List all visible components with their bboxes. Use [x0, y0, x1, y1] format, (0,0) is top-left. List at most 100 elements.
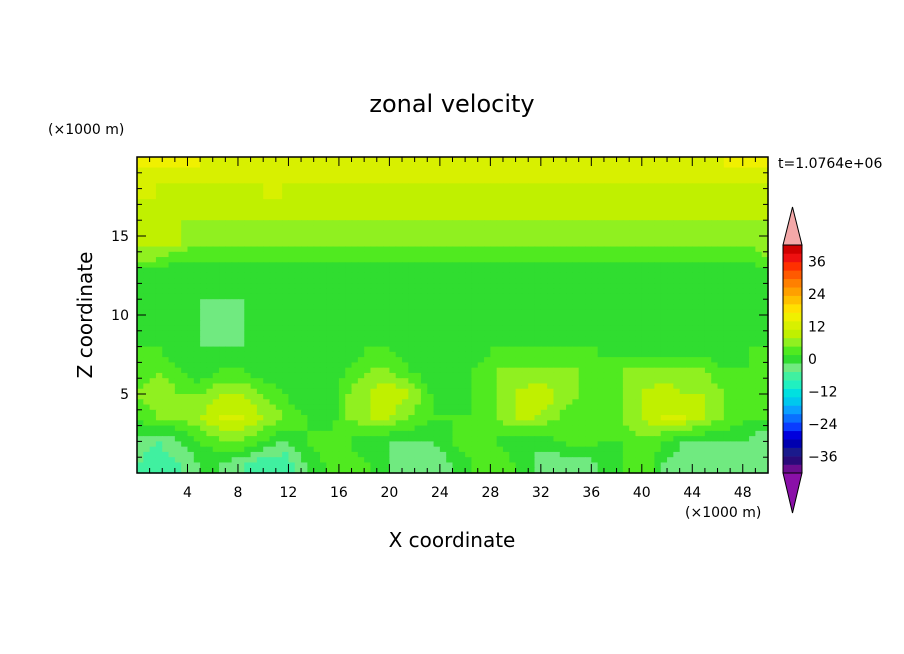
- heatmap-cell: [275, 394, 283, 400]
- heatmap-cell: [168, 372, 176, 379]
- heatmap-cell: [591, 172, 599, 179]
- heatmap-cell: [137, 214, 144, 221]
- heatmap-cell: [742, 272, 750, 279]
- heatmap-cell: [465, 267, 473, 274]
- heatmap-cell: [641, 372, 649, 379]
- heatmap-cell: [559, 230, 567, 237]
- heatmap-cell: [137, 346, 144, 353]
- heatmap-cell: [622, 346, 630, 353]
- heatmap-cell: [559, 341, 567, 348]
- heatmap-cell: [288, 278, 296, 284]
- heatmap-cell: [496, 325, 504, 332]
- heatmap-cell: [566, 351, 573, 358]
- heatmap-cell: [698, 193, 706, 200]
- heatmap-cell: [553, 383, 561, 390]
- heatmap-cell: [313, 309, 321, 316]
- heatmap-cell: [275, 183, 283, 190]
- heatmap-cell: [629, 388, 637, 395]
- heatmap-cell: [698, 357, 706, 363]
- heatmap-cell: [263, 157, 271, 163]
- heatmap-cell: [685, 188, 693, 195]
- heatmap-cell: [698, 162, 706, 169]
- heatmap-cell: [597, 230, 605, 237]
- heatmap-cell: [162, 188, 170, 195]
- heatmap-cell: [174, 157, 182, 163]
- heatmap-cell: [402, 346, 409, 353]
- heatmap-cell: [338, 383, 346, 390]
- heatmap-cell: [673, 336, 681, 342]
- heatmap-cell: [496, 404, 504, 411]
- heatmap-cell: [149, 288, 157, 295]
- heatmap-cell: [326, 225, 334, 232]
- heatmap-cell: [629, 209, 637, 216]
- heatmap-cell: [477, 409, 485, 416]
- heatmap-cell: [294, 304, 302, 311]
- heatmap-cell: [515, 330, 523, 337]
- heatmap-cell: [635, 183, 643, 190]
- heatmap-cell: [502, 399, 510, 406]
- heatmap-cell: [351, 278, 359, 284]
- heatmap-cell: [711, 293, 719, 300]
- heatmap-cell: [288, 299, 296, 306]
- heatmap-cell: [616, 293, 624, 300]
- heatmap-cell: [578, 320, 586, 327]
- heatmap-cell: [660, 309, 668, 316]
- heatmap-cell: [294, 383, 302, 390]
- heatmap-cell: [376, 351, 384, 358]
- heatmap-cell: [603, 304, 611, 311]
- heatmap-cell: [137, 325, 144, 332]
- heatmap-cell: [263, 399, 271, 406]
- heatmap-cell: [338, 225, 346, 232]
- heatmap-cell: [187, 394, 195, 400]
- heatmap-cell: [641, 367, 649, 374]
- heatmap-cell: [174, 309, 182, 316]
- heatmap-cell: [376, 394, 384, 400]
- heatmap-cell: [471, 278, 479, 284]
- heatmap-cell: [301, 409, 308, 416]
- heatmap-cell: [711, 278, 719, 284]
- heatmap-cell: [332, 193, 340, 200]
- heatmap-cell: [269, 372, 277, 379]
- heatmap-cell: [282, 220, 290, 227]
- heatmap-cell: [610, 299, 618, 306]
- heatmap-cell: [193, 351, 201, 358]
- heatmap-cell: [484, 378, 491, 385]
- heatmap-cell: [427, 220, 435, 227]
- heatmap-cell: [641, 157, 649, 163]
- heatmap-cell: [174, 246, 182, 253]
- heatmap-cell: [597, 299, 605, 306]
- heatmap-cell: [452, 293, 460, 300]
- heatmap-cell: [761, 236, 769, 242]
- heatmap-cell: [282, 167, 290, 174]
- heatmap-cell: [521, 257, 529, 263]
- heatmap-cell: [301, 346, 308, 353]
- heatmap-cell: [515, 341, 523, 348]
- heatmap-cell: [698, 257, 706, 263]
- heatmap-cell: [521, 362, 529, 369]
- heatmap-cell: [420, 351, 428, 358]
- heatmap-cell: [736, 278, 744, 284]
- heatmap-cell: [446, 246, 454, 253]
- heatmap-cell: [288, 288, 296, 295]
- heatmap-cell: [269, 341, 277, 348]
- heatmap-cell: [509, 404, 517, 411]
- heatmap-cell: [244, 367, 252, 374]
- heatmap-cell: [219, 283, 226, 290]
- heatmap-cell: [168, 267, 176, 274]
- heatmap-cell: [742, 204, 750, 211]
- heatmap-cell: [439, 378, 447, 385]
- heatmap-cell: [294, 199, 302, 205]
- heatmap-cell: [414, 178, 422, 184]
- heatmap-cell: [540, 209, 548, 216]
- heatmap-cell: [162, 351, 170, 358]
- heatmap-cell: [622, 199, 630, 205]
- heatmap-cell: [389, 209, 397, 216]
- heatmap-cell: [269, 346, 277, 353]
- heatmap-cell: [275, 251, 283, 258]
- heatmap-cell: [477, 299, 485, 306]
- heatmap-cell: [572, 299, 580, 306]
- heatmap-cell: [376, 220, 384, 227]
- heatmap-cell: [326, 367, 334, 374]
- heatmap-cell: [484, 409, 491, 416]
- heatmap-cell: [345, 178, 353, 184]
